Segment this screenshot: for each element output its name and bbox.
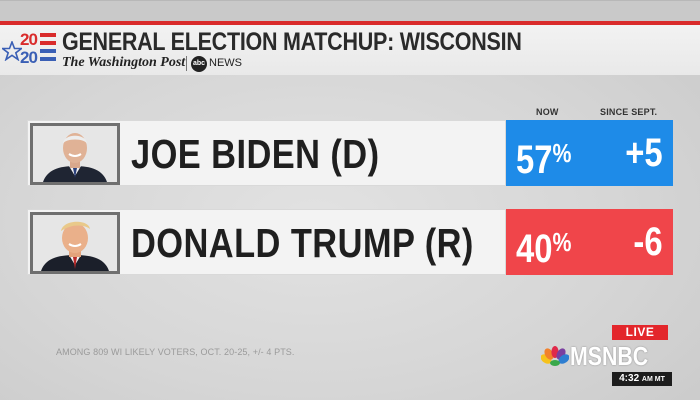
percent-value: 57 [516,138,553,182]
graphic-title: GENERAL ELECTION MATCHUP: WISCONSIN [62,28,522,56]
poll-footnote: AMONG 809 WI LIKELY VOTERS, OCT. 20-25, … [56,347,295,357]
graphic-header: 20 20 GENERAL ELECTION MATCHUP: WISCONSI… [0,25,700,75]
candidate-photo-trump [30,212,120,274]
candidate-row-trump: DONALD TRUMP (R) 40% -6 [27,209,673,275]
abc-news-label: NEWS [209,57,242,69]
top-stripe [0,0,700,24]
time-value: 4:32 [619,373,640,384]
msnbc-logo: MSNBC [570,341,649,371]
percent-value: 40 [516,227,553,271]
peacock-icon [541,346,569,366]
candidate-percent-now: 57% [516,130,571,183]
top-red-stripe [0,21,700,25]
candidate-numbers-box: 57% +5 [506,120,673,186]
candidate-percent-now: 40% [516,219,571,272]
logo-divider [186,56,187,71]
flag-stripes-icon [40,33,56,61]
column-header-since: SINCE SEPT. [600,107,658,117]
percent-sign: % [552,138,572,168]
abc-logo-icon: abc [191,56,207,72]
election-2020-logo: 20 20 [2,29,58,71]
column-header-now: NOW [536,107,559,117]
percent-sign: % [552,227,572,257]
candidate-change-since: -6 [633,220,663,264]
candidate-namebar: JOE BIDEN (D) [27,120,506,186]
logo-year-bottom: 20 [20,48,38,67]
logo-year-top: 20 [20,30,38,49]
candidate-row-biden: JOE BIDEN (D) 57% +5 [27,120,673,186]
candidate-change-since: +5 [625,131,663,175]
time-display: 4:32 AM MT [612,372,672,386]
star-icon [2,41,22,61]
washington-post-logo: The Washington Post [62,55,186,70]
candidate-namebar: DONALD TRUMP (R) [27,209,506,275]
live-badge: LIVE [612,325,668,340]
time-zone: AM MT [641,376,665,383]
candidate-name: JOE BIDEN (D) [131,131,380,177]
candidate-numbers-box: 40% -6 [506,209,673,275]
candidate-name: DONALD TRUMP (R) [131,220,474,266]
candidate-photo-biden [30,123,120,185]
